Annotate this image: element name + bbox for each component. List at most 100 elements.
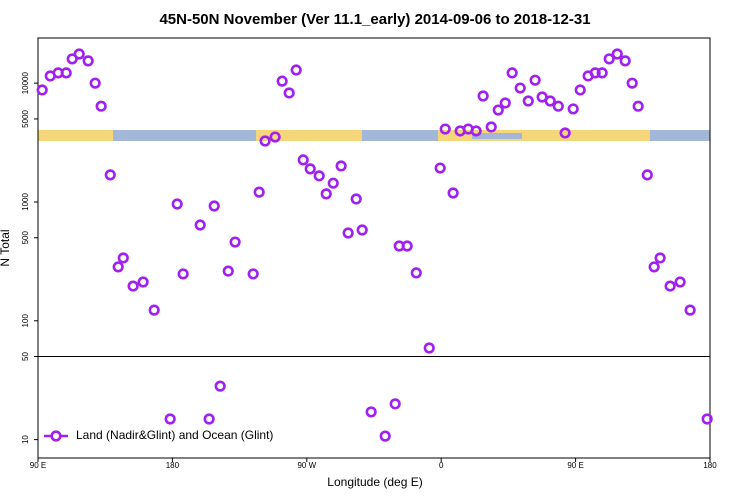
point: [423, 342, 435, 354]
x-tick-label: 90 E: [30, 461, 46, 470]
y-tick-label: 10: [21, 435, 30, 444]
point: [401, 240, 413, 252]
ocean-band: [113, 130, 256, 141]
point: [117, 252, 129, 264]
point: [229, 236, 241, 248]
point: [684, 304, 696, 316]
point: [127, 280, 139, 292]
y-tick-label: 5000: [21, 109, 30, 127]
y-tick-label: 10000: [21, 72, 30, 95]
point: [439, 123, 451, 135]
point: [485, 121, 497, 133]
point: [327, 177, 339, 189]
point: [674, 276, 686, 288]
chart-title: 45N-50N November (Ver 11.1_early) 2014-0…: [159, 11, 590, 28]
y-axis-label: N Total: [0, 229, 12, 266]
point: [447, 187, 459, 199]
point: [499, 97, 511, 109]
point: [194, 219, 206, 231]
point: [164, 413, 176, 425]
point: [626, 77, 638, 89]
point: [269, 131, 281, 143]
point: [522, 95, 534, 107]
point: [60, 67, 72, 79]
legend-marker: [50, 430, 62, 442]
point: [104, 169, 116, 181]
point: [529, 74, 541, 86]
land-band: [256, 130, 362, 141]
point: [544, 95, 556, 107]
point: [589, 67, 601, 79]
point: [567, 103, 579, 115]
point: [641, 169, 653, 181]
ocean-band: [362, 130, 438, 141]
ocean-band: [472, 133, 522, 139]
map-strip: [38, 130, 710, 141]
x-tick-label: 0: [439, 461, 444, 470]
point: [434, 162, 446, 174]
point: [410, 267, 422, 279]
land-band: [438, 130, 650, 141]
point: [283, 87, 295, 99]
point: [276, 75, 288, 87]
point: [259, 135, 271, 147]
land-band: [38, 130, 113, 141]
point: [574, 84, 586, 96]
point: [222, 265, 234, 277]
point: [137, 276, 149, 288]
x-axis-label: Longitude (deg E): [327, 475, 422, 489]
point: [112, 261, 124, 273]
point: [89, 77, 101, 89]
point: [82, 55, 94, 67]
point: [73, 48, 85, 60]
point: [335, 160, 347, 172]
x-tick-label: 180: [166, 461, 180, 470]
point: [477, 90, 489, 102]
point: [701, 413, 713, 425]
point: [297, 154, 309, 166]
y-tick-label: 100: [21, 314, 30, 328]
point: [36, 84, 48, 96]
point: [208, 200, 220, 212]
point: [603, 53, 615, 65]
point: [552, 100, 564, 112]
point: [470, 125, 482, 137]
point: [350, 193, 362, 205]
y-tick-label: 1000: [21, 193, 30, 211]
x-tick-label: 90 W: [297, 461, 316, 470]
point: [95, 100, 107, 112]
point: [648, 261, 660, 273]
point: [66, 53, 78, 65]
point: [313, 170, 325, 182]
point: [514, 82, 526, 94]
point: [389, 398, 401, 410]
point: [365, 406, 377, 418]
point: [148, 304, 160, 316]
point: [304, 163, 316, 175]
point: [596, 67, 608, 79]
point: [611, 48, 623, 60]
point: [320, 188, 332, 200]
point: [559, 127, 571, 139]
point: [619, 55, 631, 67]
point: [171, 198, 183, 210]
point: [632, 100, 644, 112]
plot-frame: [37, 37, 711, 459]
x-tick-label: 90 E: [567, 461, 583, 470]
point: [253, 186, 265, 198]
x-tick-label: 180: [703, 461, 717, 470]
point: [506, 67, 518, 79]
point: [177, 268, 189, 280]
point: [342, 227, 354, 239]
ocean-band: [650, 130, 710, 141]
point: [214, 380, 226, 392]
point: [654, 252, 666, 264]
y-tick-label: 500: [21, 231, 30, 245]
point: [290, 64, 302, 76]
point: [492, 104, 504, 116]
point: [379, 430, 391, 442]
point: [203, 413, 215, 425]
point: [356, 224, 368, 236]
